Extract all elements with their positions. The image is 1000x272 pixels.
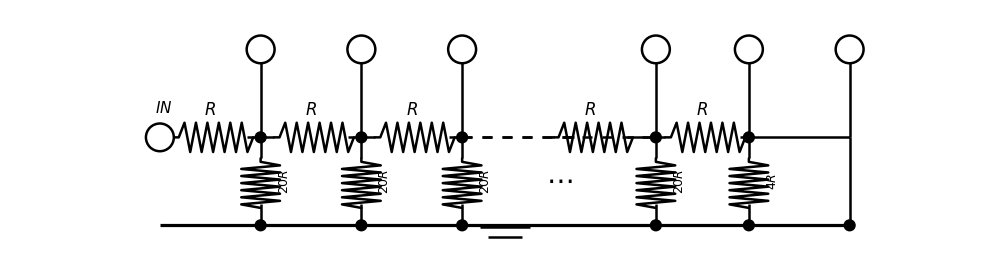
Text: $20R$: $20R$ <box>479 169 492 194</box>
Ellipse shape <box>457 132 468 143</box>
Text: $20R$: $20R$ <box>378 169 391 194</box>
Text: $R$: $R$ <box>584 101 596 119</box>
Text: $IN$: $IN$ <box>155 100 172 116</box>
Ellipse shape <box>255 220 266 231</box>
Ellipse shape <box>146 123 174 151</box>
Ellipse shape <box>650 132 661 143</box>
Ellipse shape <box>836 36 864 63</box>
Ellipse shape <box>642 36 670 63</box>
Text: $R$: $R$ <box>406 101 418 119</box>
Text: $20R$: $20R$ <box>278 169 291 194</box>
Text: $R$: $R$ <box>696 101 708 119</box>
Ellipse shape <box>844 220 855 231</box>
Ellipse shape <box>247 36 275 63</box>
Text: $4R$: $4R$ <box>766 173 779 190</box>
Text: $R$: $R$ <box>305 101 317 119</box>
Text: $\cdots$: $\cdots$ <box>546 167 572 195</box>
Ellipse shape <box>735 36 763 63</box>
Ellipse shape <box>356 132 367 143</box>
Ellipse shape <box>347 36 375 63</box>
Ellipse shape <box>457 220 468 231</box>
Ellipse shape <box>448 36 476 63</box>
Text: $20R$: $20R$ <box>673 169 686 194</box>
Ellipse shape <box>743 220 754 231</box>
Ellipse shape <box>743 132 754 143</box>
Ellipse shape <box>356 220 367 231</box>
Ellipse shape <box>255 132 266 143</box>
Text: $R$: $R$ <box>204 101 216 119</box>
Ellipse shape <box>650 220 661 231</box>
